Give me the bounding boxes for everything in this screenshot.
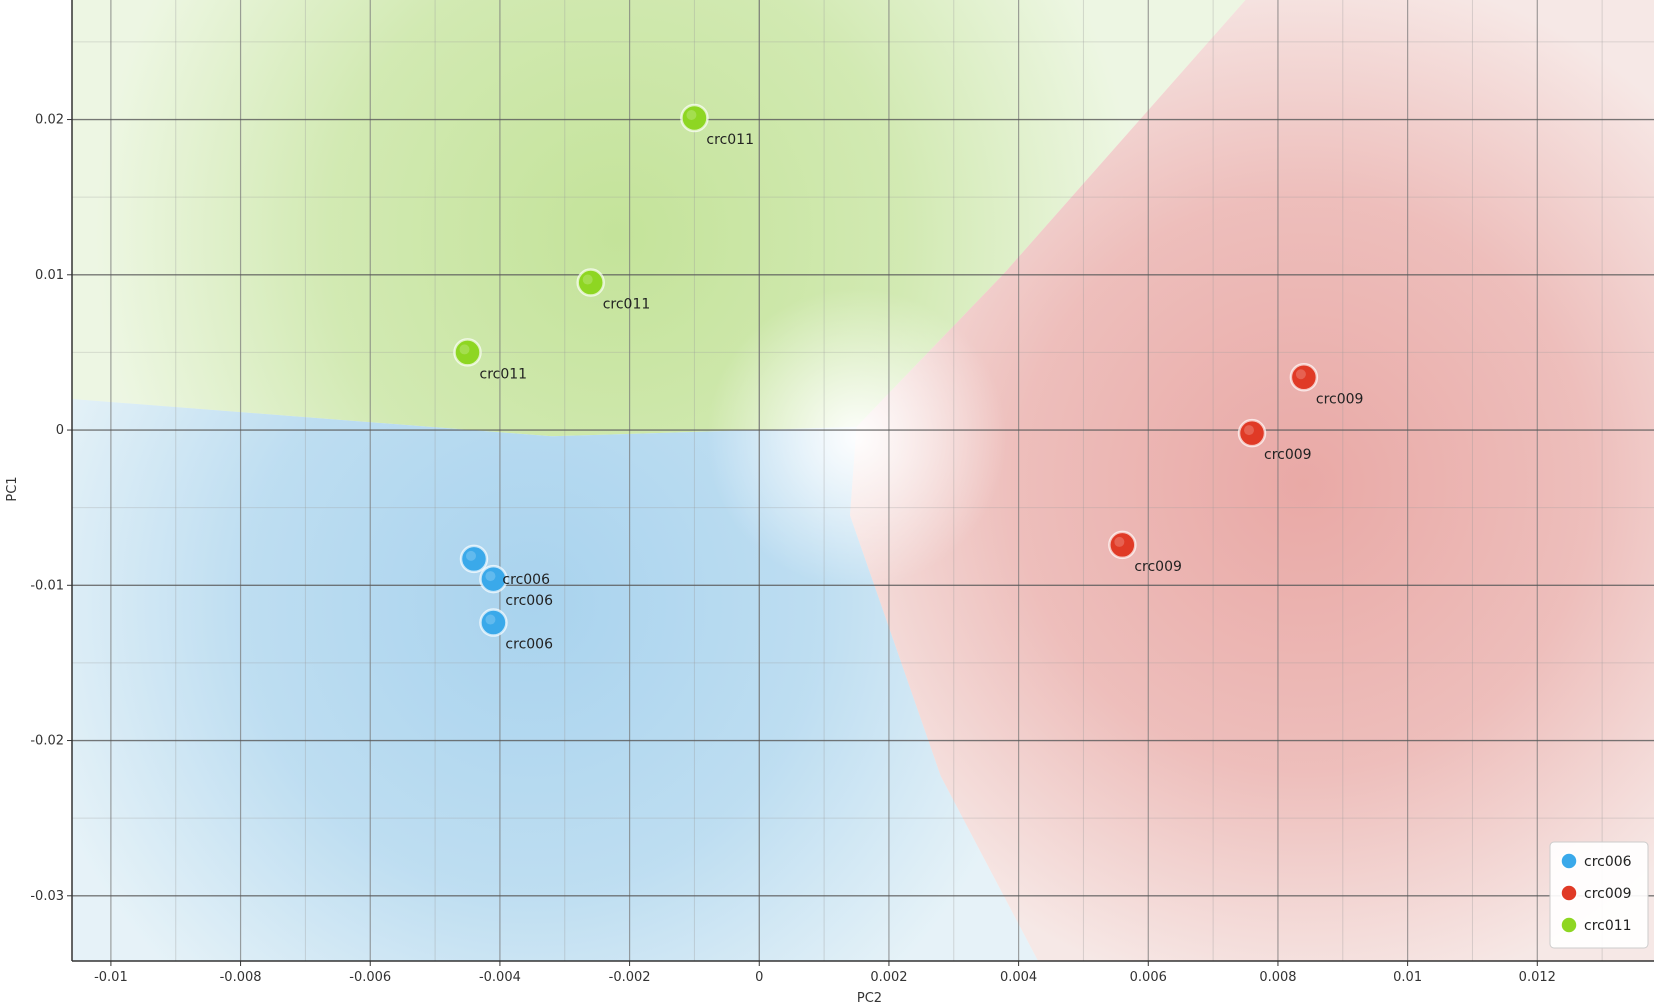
legend-marker-crc011 (1560, 916, 1578, 934)
point-label-crc006: crc006 (502, 572, 550, 588)
legend-label-crc011: crc011 (1584, 918, 1632, 934)
point-crc011 (680, 103, 709, 133)
legend: crc006 crc009 crc011 (1549, 841, 1649, 949)
y-tick-label: 0 (56, 423, 64, 438)
class-regions (72, 0, 1654, 961)
axes (71, 0, 1654, 962)
point-label-crc009: crc009 (1316, 391, 1364, 407)
point-crc006 (479, 564, 508, 594)
point-highlight (582, 274, 593, 285)
point-highlight (1114, 536, 1125, 547)
point-crc011 (453, 338, 482, 367)
point-label-crc006: crc006 (505, 637, 553, 653)
legend-marker-crc009 (1560, 884, 1578, 902)
point-crc006 (479, 608, 508, 637)
y-tick-label: -0.01 (30, 578, 64, 593)
point-highlight (485, 571, 496, 582)
point-highlight (1244, 425, 1255, 436)
x-tick-label: -0.01 (94, 970, 128, 985)
y-tick-label: 0.02 (35, 113, 64, 128)
x-tick-label: 0.008 (1259, 970, 1296, 985)
x-axis-label: PC2 (857, 991, 882, 1006)
x-tick-label: -0.008 (220, 970, 262, 985)
point-highlight (465, 550, 476, 561)
point-crc006 (459, 544, 489, 574)
legend-label-crc006: crc006 (1584, 854, 1632, 870)
point-label-crc011: crc011 (480, 366, 528, 382)
point-label-crc009: crc009 (1264, 447, 1312, 463)
point-crc009 (1289, 363, 1319, 392)
legend-label-crc009: crc009 (1584, 886, 1632, 902)
point-highlight (459, 344, 470, 355)
boundary-glow (706, 287, 1007, 588)
point-highlight (686, 109, 697, 120)
point-crc009 (1108, 530, 1137, 560)
point-label-crc006: crc006 (505, 593, 553, 609)
x-tick-label: 0.002 (870, 970, 907, 985)
data-points: crc006 crc006 crc006 crc009 crc009 crc009 crc0… (453, 103, 1364, 653)
y-tick-label: 0.01 (35, 268, 64, 283)
grid-lines (72, 0, 1654, 961)
x-tick-label: -0.006 (349, 970, 391, 985)
point-crc009 (1237, 418, 1267, 448)
legend-marker-crc006 (1560, 852, 1578, 870)
x-tick-label: 0 (755, 970, 763, 985)
x-tick-label: -0.004 (479, 970, 521, 985)
point-label-crc011: crc011 (706, 132, 754, 148)
point-highlight (1295, 369, 1306, 380)
point-highlight (485, 614, 496, 625)
x-tick-label: 0.006 (1130, 970, 1167, 985)
x-tick-label: 0.012 (1519, 970, 1556, 985)
x-tick-label: -0.002 (609, 970, 651, 985)
x-tick-labels: -0.01 -0.008 -0.006 -0.004 -0.002 0 0.002 0.004… (94, 961, 1556, 985)
y-axis-label: PC1 (5, 476, 20, 501)
x-tick-label: 0.01 (1393, 970, 1422, 985)
x-tick-label: 0.004 (1000, 970, 1037, 985)
y-tick-labels: 0.02 0.01 0 -0.01 -0.02 -0.03 (30, 113, 72, 904)
y-tick-label: -0.02 (30, 734, 64, 749)
point-label-crc009: crc009 (1134, 559, 1182, 575)
point-label-crc011: crc011 (603, 297, 651, 313)
y-tick-label: -0.03 (30, 889, 64, 904)
point-crc011 (576, 268, 605, 297)
region-crc009 (850, 0, 1654, 961)
